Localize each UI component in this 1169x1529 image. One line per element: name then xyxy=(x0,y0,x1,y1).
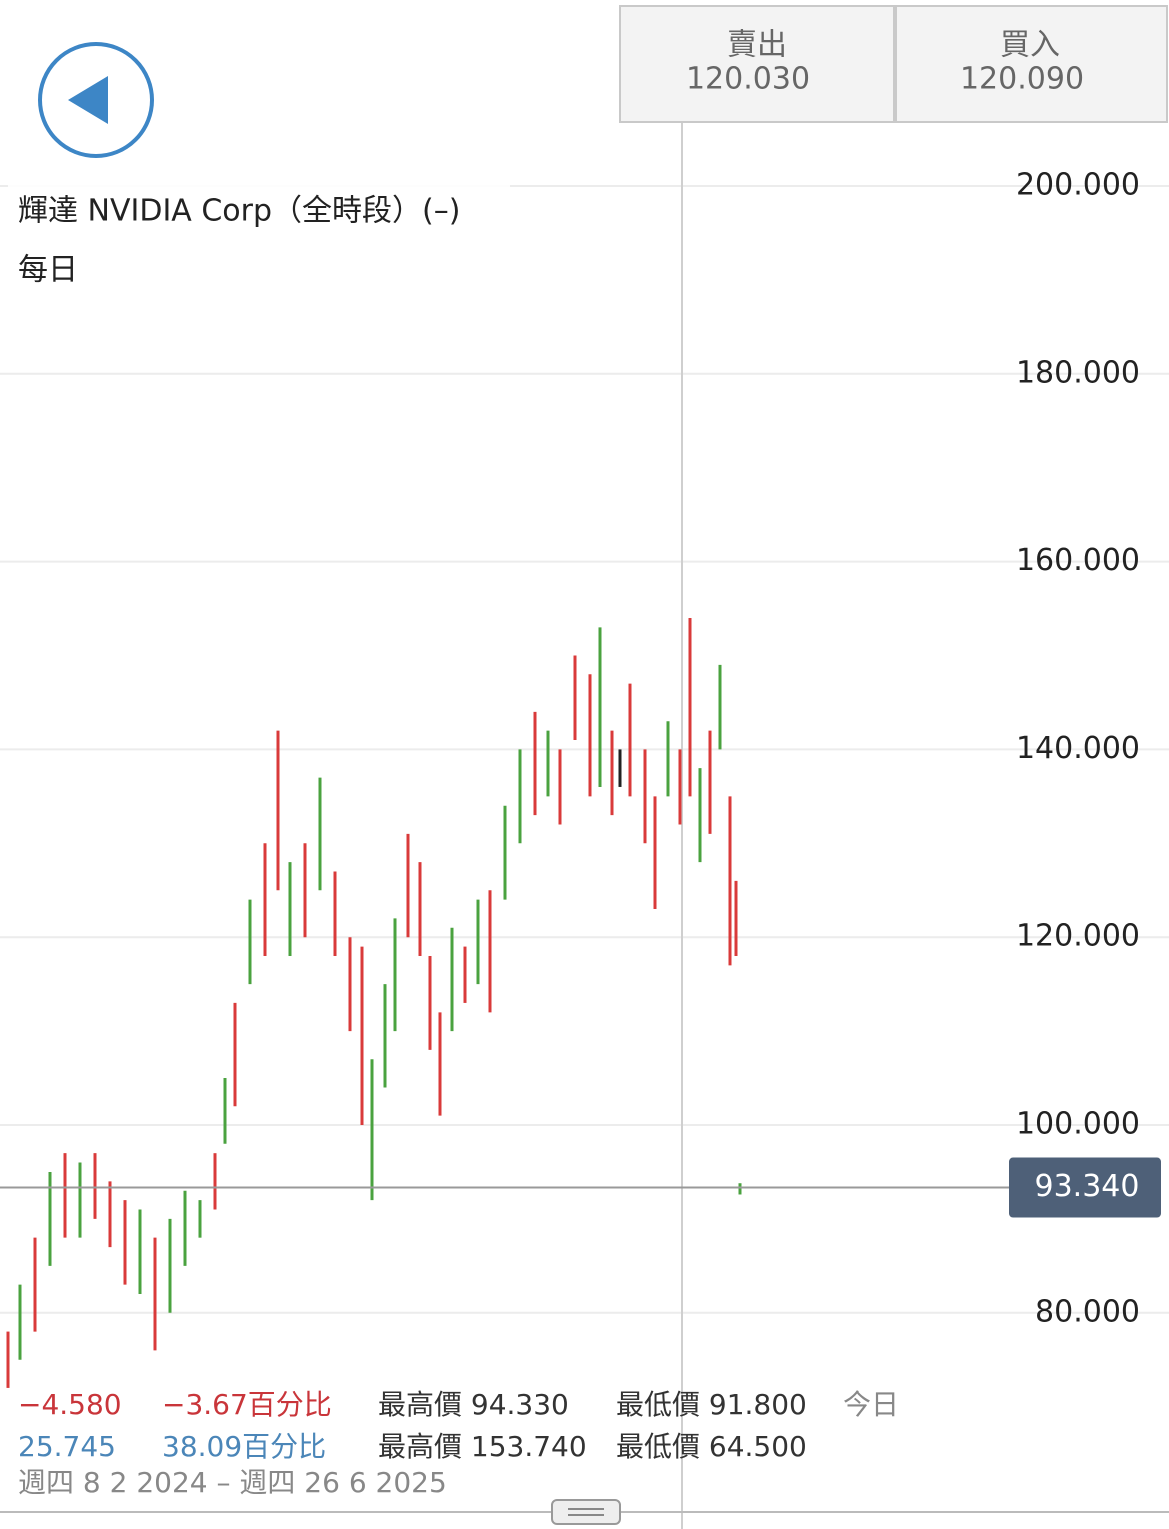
y-tick-label: 180.000 xyxy=(1016,355,1140,390)
current-price-tag xyxy=(1009,1157,1161,1218)
stat: 最低價 64.500 xyxy=(616,1430,807,1463)
buy-price: 120.090 xyxy=(960,62,1084,97)
y-tick-label: 100.000 xyxy=(1016,1107,1140,1142)
interval: 每日 xyxy=(18,253,78,288)
buy-label: 買入 xyxy=(1000,28,1060,63)
stat: 今日 xyxy=(843,1388,899,1421)
drag-handle[interactable] xyxy=(551,1499,621,1525)
title-panel xyxy=(8,182,510,302)
bars xyxy=(6,617,742,1388)
current-price-label: 93.340 xyxy=(1035,1169,1140,1204)
y-tick-label: 120.000 xyxy=(1016,919,1140,954)
sell-price: 120.030 xyxy=(686,62,810,97)
y-tick-label: 160.000 xyxy=(1016,543,1140,578)
sell-label: 賣出 xyxy=(727,28,787,63)
stats: −4.580 −3.67百分比 最高價 94.330 最低價 91.800 今日… xyxy=(18,1388,899,1499)
stat: 25.745 xyxy=(18,1430,116,1463)
y-tick-label: 200.000 xyxy=(1016,168,1140,203)
period: 週四 8 2 2024 – 週四 26 6 2025 xyxy=(18,1466,447,1499)
title: 輝達 NVIDIA Corp（全時段）(–) xyxy=(18,194,460,229)
stat: −4.580 xyxy=(18,1388,122,1421)
stat: 最低價 91.800 xyxy=(616,1388,807,1421)
y-tick-label: 140.000 xyxy=(1016,731,1140,766)
stat: 最高價 153.740 xyxy=(378,1430,587,1463)
buy-button[interactable] xyxy=(895,5,1168,123)
y-tick-label: 80.000 xyxy=(1035,1294,1140,1329)
stat: −3.67百分比 xyxy=(162,1388,332,1421)
sell-button[interactable] xyxy=(619,5,895,123)
back-arrow xyxy=(68,76,108,124)
stat: 38.09百分比 xyxy=(162,1430,326,1463)
stat: 最高價 94.330 xyxy=(378,1388,569,1421)
grid: 80.000 100.000 120.000 140.000 160.000 180.00… xyxy=(0,168,1169,1329)
